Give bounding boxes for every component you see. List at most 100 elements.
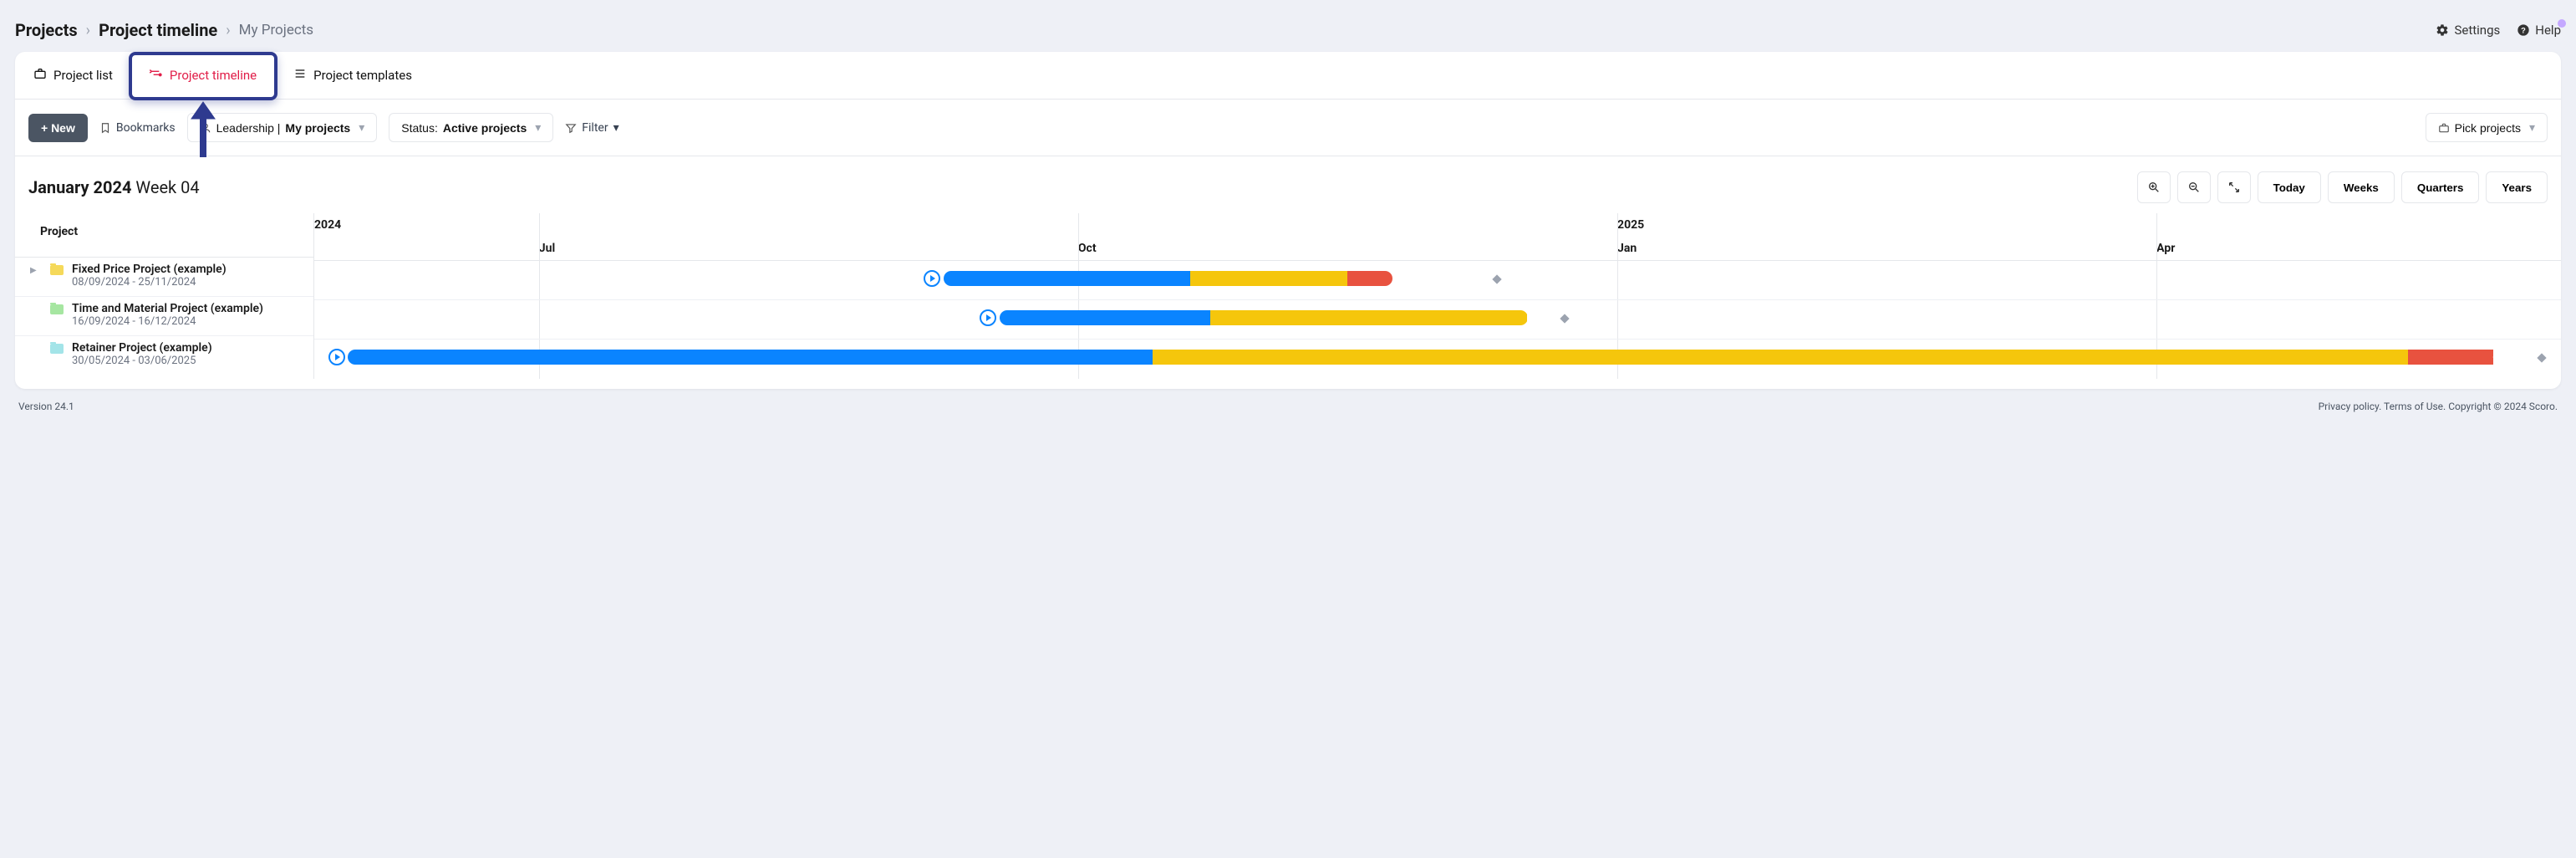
bookmarks-label: Bookmarks [116,121,176,135]
bookmarks-link[interactable]: Bookmarks [99,121,176,135]
bookmark-icon [99,122,111,134]
version-label: Version 24.1 [18,401,74,412]
timeline-row [314,340,2561,379]
user-icon [200,122,211,134]
overflow-indicator [2492,350,2502,365]
milestone-icon[interactable] [1493,274,1502,283]
filter-link[interactable]: Filter ▾ [565,121,619,135]
terms-link[interactable]: Terms of Use. [2384,401,2446,412]
templates-icon [293,67,307,84]
breadcrumb-current[interactable]: Project timeline [99,20,217,40]
breadcrumb-last[interactable]: My Projects [239,22,313,38]
expand-icon [2227,181,2241,194]
scope-prefix: Leadership | [216,121,281,135]
chevron-right-icon: › [226,22,230,39]
play-icon[interactable] [924,270,940,287]
bar-segment [1190,271,1347,286]
weeks-button[interactable]: Weeks [2328,171,2395,203]
today-button[interactable]: Today [2258,171,2321,203]
notification-dot [2558,19,2566,28]
folder-icon [50,265,64,275]
project-column-header: Project [15,213,313,258]
tab-label: Project timeline [170,68,257,83]
scope-dropdown[interactable]: Leadership | My projects ▾ [187,113,378,142]
tab-label: Project templates [313,68,412,83]
gantt-bar[interactable] [348,350,2493,365]
bar-segment [1153,350,2408,365]
timeline-header: January 2024 Week 04 Today Weeks Quarter… [15,156,2561,213]
tab-timeline[interactable]: Project timeline [131,52,275,99]
breadcrumb: Projects › Project timeline › My Project… [15,20,313,40]
month-label: Jan [1617,242,1637,255]
project-column: Project ▶Fixed Price Project (example)08… [15,213,314,379]
folder-icon [50,304,64,314]
project-name: Time and Material Project (example) [72,302,263,315]
bar-segment [1000,310,1211,325]
project-name: Retainer Project (example) [72,341,212,355]
timeline-icon [150,67,163,84]
tab-templates[interactable]: Project templates [275,52,430,99]
chevron-right-icon: › [86,22,90,39]
timeline-body [314,261,2561,379]
tabs: Project list Project timeline Project temp… [15,52,2561,100]
play-icon[interactable] [328,349,345,365]
year-label: 2025 [1617,218,1644,232]
toolbar: + New Bookmarks Leadership | My projects… [15,100,2561,156]
year-label: 2024 [314,218,341,232]
filter-label: Filter [582,121,608,135]
expand-icon[interactable]: ▶ [30,266,42,275]
timeline-scale: 20242025JulOctJanApr [314,213,2561,261]
filter-icon [565,122,577,134]
project-row[interactable]: Retainer Project (example)30/05/2024 - 0… [15,336,313,375]
bar-segment [1210,310,1527,325]
bar-segment [944,271,1191,286]
main-card: Project list Project timeline Project temp… [15,52,2561,389]
settings-link[interactable]: Settings [2436,23,2500,38]
folder-icon [50,344,64,354]
svg-text:?: ? [2521,26,2526,34]
privacy-link[interactable]: Privacy policy. [2319,401,2382,412]
years-button[interactable]: Years [2486,171,2548,203]
project-row[interactable]: Time and Material Project (example)16/09… [15,297,313,336]
timeline-row [314,261,2561,300]
expand-button[interactable] [2217,171,2251,203]
milestone-icon[interactable] [1560,314,1569,323]
timeline-grid: Project ▶Fixed Price Project (example)08… [15,213,2561,379]
chevron-down-icon: ▾ [2529,120,2535,135]
pick-projects-label: Pick projects [2455,121,2521,135]
gantt-bar[interactable] [1000,310,1528,325]
chevron-down-icon: ▾ [535,120,541,135]
zoom-out-button[interactable] [2177,171,2211,203]
list-icon [33,67,47,84]
project-dates: 16/09/2024 - 16/12/2024 [72,315,263,328]
tab-list[interactable]: Project list [15,52,131,99]
briefcase-icon [2438,122,2450,134]
chevron-down-icon: ▾ [613,121,619,135]
month-label: Oct [1078,242,1097,255]
project-name: Fixed Price Project (example) [72,263,227,276]
project-dates: 30/05/2024 - 03/06/2025 [72,355,212,367]
breadcrumb-root[interactable]: Projects [15,20,78,40]
milestone-icon[interactable] [2537,353,2546,362]
gantt-bar[interactable] [944,271,1393,286]
zoom-out-icon [2187,181,2201,194]
footer-right: Privacy policy. Terms of Use. Copyright … [2319,401,2558,412]
pick-projects-button[interactable]: Pick projects ▾ [2426,113,2548,142]
new-button[interactable]: + New [28,114,88,142]
timeline-month: January 2024 [28,177,131,197]
help-link[interactable]: ? Help [2517,23,2561,38]
gear-icon [2436,23,2449,37]
timeline-row [314,300,2561,340]
bar-segment [2408,350,2494,365]
play-icon[interactable] [980,309,996,326]
settings-label: Settings [2454,23,2500,38]
status-prefix: Status: [401,121,438,135]
zoom-in-icon [2147,181,2161,194]
bar-segment [1347,271,1392,286]
zoom-in-button[interactable] [2137,171,2171,203]
month-label: Apr [2156,242,2175,255]
project-row[interactable]: ▶Fixed Price Project (example)08/09/2024… [15,258,313,297]
status-dropdown[interactable]: Status: Active projects ▾ [389,113,553,142]
help-icon: ? [2517,23,2530,37]
quarters-button[interactable]: Quarters [2401,171,2480,203]
